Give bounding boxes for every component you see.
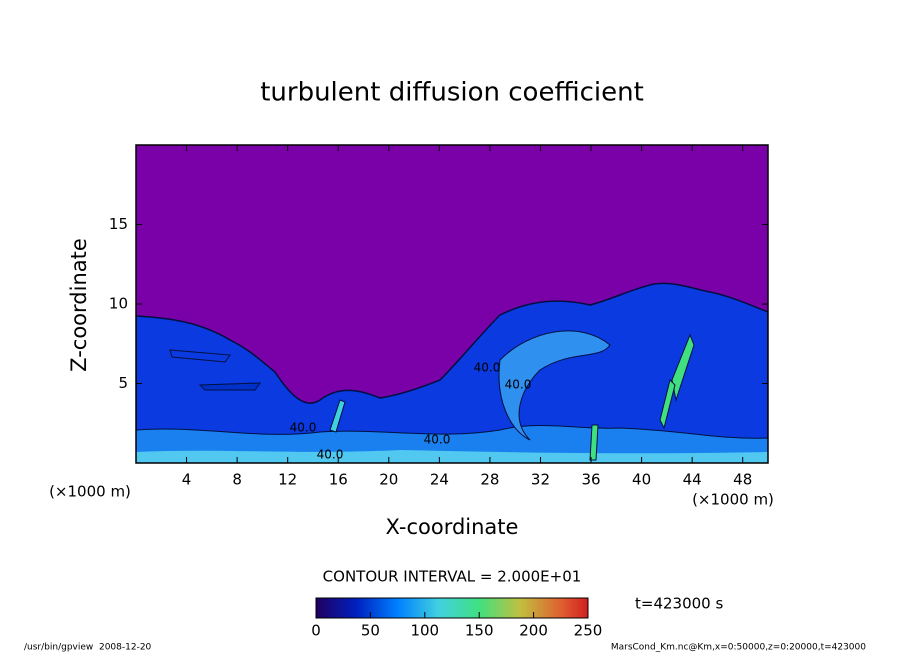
- x-unit: (×1000 m): [692, 491, 774, 509]
- x-tick-label: 16: [329, 471, 348, 489]
- time-label: t=423000 s: [635, 595, 723, 613]
- contour-label: 40.0: [474, 361, 501, 375]
- x-tick-label: 8: [232, 471, 242, 489]
- y-axis-label: Z-coordinate: [67, 238, 91, 372]
- x-tick-label: 20: [379, 471, 398, 489]
- colorbar-tick-label: 50: [361, 622, 380, 640]
- contour-field: [136, 145, 768, 463]
- x-tick-label: 40: [632, 471, 651, 489]
- x-tick-label: 28: [480, 471, 499, 489]
- colorbar-tick-label: 0: [311, 622, 321, 640]
- contour-label: 40.0: [317, 448, 344, 462]
- y-tick-label: 5: [118, 374, 128, 392]
- footer-left: /usr/bin/gpview 2008-12-20: [24, 643, 152, 653]
- y-tick-label: 15: [109, 215, 128, 233]
- y-tick-label: 10: [109, 295, 128, 313]
- footer-right: MarsCond_Km.nc@Km,x=0:50000,z=0:20000,t=…: [611, 643, 866, 653]
- contour-label: 40.0: [505, 378, 532, 392]
- contour-label: 40.0: [290, 421, 317, 435]
- contour-label: 40.0: [424, 433, 451, 447]
- contour-interval: CONTOUR INTERVAL = 2.000E+01: [323, 568, 582, 586]
- colorbar-tick-label: 250: [574, 622, 603, 640]
- x-tick-label: 36: [581, 471, 600, 489]
- x-tick-label: 4: [182, 471, 192, 489]
- colorbar-tick-label: 200: [519, 622, 548, 640]
- x-axis-label: X-coordinate: [386, 515, 519, 539]
- x-tick-label: 48: [733, 471, 752, 489]
- x-tick-label: 12: [278, 471, 297, 489]
- colorbar: [315, 597, 589, 619]
- colorbar-tick-label: 100: [410, 622, 439, 640]
- colorbar-tick-label: 150: [465, 622, 494, 640]
- y-unit: (×1000 m): [49, 483, 131, 501]
- x-tick-label: 24: [430, 471, 449, 489]
- x-tick-label: 44: [683, 471, 702, 489]
- chart-title: turbulent diffusion coefficient: [260, 78, 644, 108]
- x-tick-label: 32: [531, 471, 550, 489]
